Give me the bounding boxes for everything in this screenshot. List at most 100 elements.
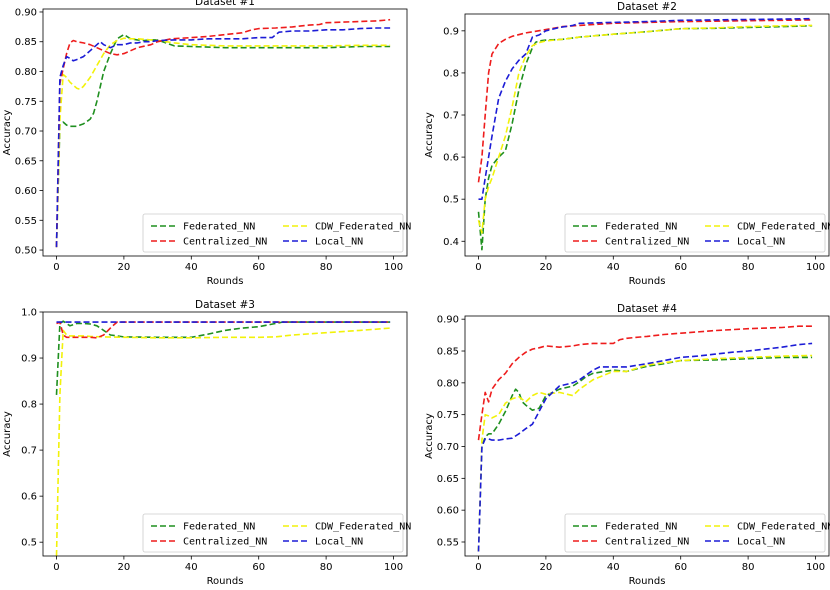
plot-frame: [42, 311, 408, 557]
y-tick-label: 0.90: [437, 315, 459, 326]
series-group: [55, 320, 391, 556]
legend-box: [142, 513, 404, 553]
legend-label: Local_NN: [315, 537, 363, 548]
series-line-local-nn: [55, 27, 391, 248]
x-tick-label: 0: [53, 562, 59, 573]
legend-box: [564, 513, 826, 553]
x-tick-label: 20: [118, 262, 131, 273]
legend-label: Local_NN: [315, 237, 363, 248]
legend: Federated_NN CDW_Federated_NN Centralized_…: [142, 513, 411, 553]
chart-4: Dataset #4 0 20 40 60 80 100 0.55 0.60 0.65 0.70 0.…: [424, 303, 830, 587]
series-group: [477, 17, 813, 251]
y-tick-label: 0.7: [443, 111, 459, 122]
legend: Federated_NN CDW_Federated_NN Centralized_…: [564, 513, 830, 553]
x-axis-label: Rounds: [629, 276, 666, 287]
y-tick-label: 0.70: [15, 127, 37, 138]
x-tick-label: 40: [607, 562, 620, 573]
legend-label: Federated_NN: [605, 522, 677, 533]
y-tick-label: 0.55: [15, 216, 37, 227]
series-line-cdw-federated-nn: [55, 37, 391, 248]
x-axis-label: Rounds: [207, 276, 244, 287]
chart-title: Dataset #2: [617, 1, 677, 13]
series-line-centralized-nn: [55, 18, 391, 248]
x-tick-label: 40: [185, 262, 198, 273]
y-tick-label: 0.65: [15, 156, 37, 167]
y-tick-label: 0.6: [21, 492, 37, 503]
y-tick-label: 0.6: [443, 153, 459, 164]
legend-label: Local_NN: [737, 537, 785, 548]
series-line-federated-nn: [477, 25, 813, 251]
y-tick-label: 0.80: [15, 67, 37, 78]
legend-label: Centralized_NN: [183, 537, 267, 548]
series-group: [55, 18, 391, 248]
legend-label: CDW_Federated_NN: [315, 222, 411, 233]
y-tick-label: 0.65: [437, 474, 459, 485]
legend-label: Centralized_NN: [605, 537, 689, 548]
legend: Federated_NN CDW_Federated_NN Centralized_…: [564, 213, 830, 253]
x-tick-label: 0: [53, 262, 59, 273]
series-line-centralized-nn: [477, 325, 813, 441]
x-axis-label: Rounds: [629, 576, 666, 587]
y-axis-label: Accuracy: [424, 413, 435, 459]
x-tick-label: 60: [674, 262, 687, 273]
series-line-federated-nn: [55, 33, 391, 248]
x-tick-label: 0: [475, 262, 481, 273]
chart-title: Dataset #4: [617, 303, 677, 315]
x-tick-label: 20: [540, 562, 553, 573]
series-line-cdw-federated-nn: [477, 24, 813, 234]
y-axis-label: Accuracy: [2, 411, 13, 457]
x-tick-label: 100: [384, 262, 403, 273]
legend-label: CDW_Federated_NN: [737, 522, 830, 533]
legend-label: Centralized_NN: [605, 237, 689, 248]
y-tick-label: 0.80: [437, 378, 459, 389]
series-group: [477, 325, 813, 552]
chart-3: Dataset #3 0 20 40 60 80 100 0.5 0.6 0.7 0.8 0.9 1.0…: [2, 299, 411, 587]
x-tick-label: 60: [674, 562, 687, 573]
y-tick-label: 0.8: [443, 68, 459, 79]
y-tick-label: 0.60: [437, 506, 459, 517]
x-tick-label: 100: [806, 562, 825, 573]
series-line-local-nn: [478, 17, 813, 200]
x-tick-label: 80: [742, 562, 755, 573]
plot-frame: [42, 8, 408, 257]
legend-label: Federated_NN: [605, 222, 677, 233]
y-tick-label: 0.9: [443, 26, 459, 37]
legend-label: Centralized_NN: [183, 237, 267, 248]
y-tick-label: 0.55: [437, 537, 459, 548]
series-line-local-nn: [477, 342, 813, 552]
series-line-centralized-nn: [477, 19, 813, 183]
x-tick-label: 0: [475, 562, 481, 573]
series-line-centralized-nn: [56, 321, 391, 339]
x-tick-label: 100: [384, 562, 403, 573]
y-tick-label: 0.9: [21, 354, 37, 365]
x-axis-label: Rounds: [207, 576, 244, 587]
legend-label: Local_NN: [737, 237, 785, 248]
x-tick-label: 20: [118, 562, 131, 573]
y-tick-label: 0.5: [21, 538, 37, 549]
series-line-cdw-federated-nn: [55, 327, 391, 556]
chart-2: Dataset #2 0 20 40 60 80 100 0.4 0.5 0.6 0.7 0.8 0.9…: [424, 1, 830, 287]
x-tick-label: 80: [320, 562, 333, 573]
x-tick-label: 100: [806, 262, 825, 273]
legend-box: [142, 213, 404, 253]
x-tick-label: 20: [540, 262, 553, 273]
y-axis-label: Accuracy: [424, 112, 435, 158]
y-tick-label: 0.70: [437, 442, 459, 453]
y-tick-label: 0.50: [15, 246, 37, 257]
x-tick-label: 40: [185, 562, 198, 573]
plot-frame: [464, 315, 830, 557]
y-tick-label: 0.4: [443, 237, 459, 248]
series-line-cdw-federated-nn: [477, 354, 813, 552]
legend-label: Federated_NN: [183, 222, 255, 233]
plot-frame: [464, 13, 830, 257]
legend: Federated_NN CDW_Federated_NN Centralized_…: [142, 213, 411, 253]
x-tick-label: 60: [252, 262, 265, 273]
chart-1: Dataset #1 0 20 40 60 80 100 0.50 0.55 0.60 0.65 0.…: [2, 0, 411, 287]
x-tick-label: 60: [252, 562, 265, 573]
y-tick-label: 0.60: [15, 186, 37, 197]
legend-label: CDW_Federated_NN: [315, 522, 411, 533]
x-tick-label: 80: [742, 262, 755, 273]
y-tick-label: 0.85: [437, 347, 459, 358]
legend-label: Federated_NN: [183, 522, 255, 533]
legend-box: [564, 213, 826, 253]
